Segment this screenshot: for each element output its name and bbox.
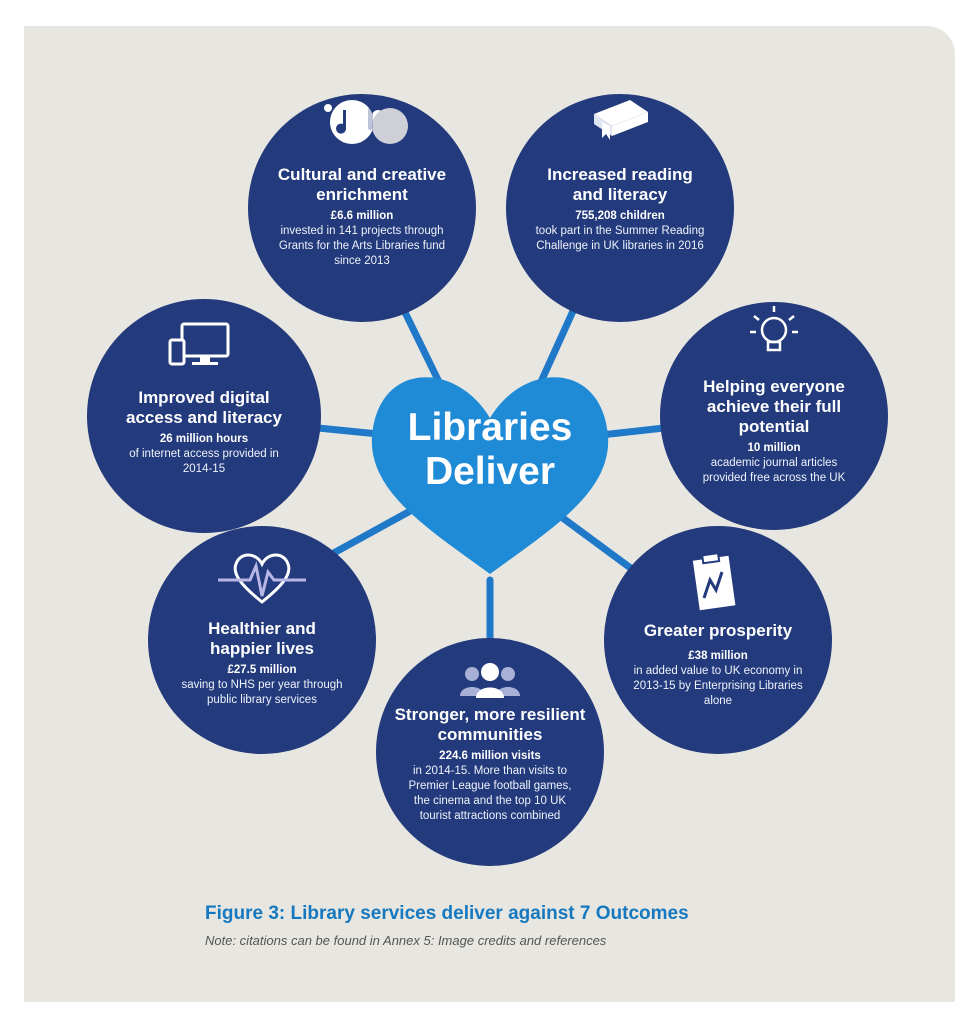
circle-digital	[87, 299, 321, 533]
outcome-title: Greater prosperity	[643, 621, 793, 640]
devices-icon	[168, 322, 230, 366]
circle-potential	[660, 302, 888, 530]
paint-splash-hand-icon	[324, 100, 408, 144]
outcome-cultural: Cultural and creative enrichment £6.6 mi…	[262, 165, 462, 269]
outcome-health: Healthier and happier lives £27.5 millio…	[162, 619, 362, 708]
outcome-stat: 10 million	[747, 442, 801, 454]
outcome-potential: Helping everyone achieve their full pote…	[674, 377, 874, 486]
outcome-title: Helping everyone achieve their full pote…	[703, 377, 845, 436]
connector-reading	[536, 296, 582, 388]
outcome-stat: 755,208 children	[575, 210, 665, 222]
outcome-desc: in 2014-15. More than visits to Premier …	[408, 765, 572, 822]
outcome-stat: £38 million	[688, 650, 748, 662]
circle-prosperity	[604, 526, 832, 754]
center-label: Libraries Deliver	[370, 406, 610, 494]
circle-reading	[506, 94, 734, 322]
outcome-desc: saving to NHS per year through public li…	[181, 679, 343, 706]
center-label-line2: Deliver	[424, 450, 556, 493]
circle-communities	[376, 638, 604, 866]
outcome-title: Healthier and happier lives	[208, 619, 316, 658]
people-group-icon	[460, 663, 520, 698]
outcome-digital: Improved digital access and literacy 26 …	[104, 388, 304, 477]
outcome-stat: £6.6 million	[330, 210, 394, 222]
outcome-desc: academic journal articles provided free …	[702, 457, 846, 484]
outcome-title: Cultural and creative enrichment	[277, 165, 447, 204]
outcome-title: Stronger, more resilient communities	[394, 705, 586, 744]
outcome-communities: Stronger, more resilient communities 224…	[380, 705, 600, 824]
center-heart	[371, 377, 609, 574]
clipboard-chart-icon	[692, 552, 736, 611]
figure-note: Note: citations can be found in Annex 5:…	[205, 933, 607, 948]
outcome-title: Increased reading and literacy	[547, 165, 693, 204]
center-label-line1: Libraries	[407, 406, 573, 449]
heartbeat-icon	[218, 553, 306, 604]
outcome-prosperity: Greater prosperity £38 million in added …	[618, 621, 818, 709]
book-icon	[594, 100, 648, 140]
outcome-title: Improved digital access and literacy	[126, 388, 282, 427]
figure-caption: Figure 3: Library services deliver again…	[205, 903, 689, 924]
outcome-desc: in added value to UK economy in 2013-15 …	[633, 665, 803, 707]
circle-health	[148, 526, 376, 754]
circle-cultural	[248, 94, 476, 322]
outcome-desc: of internet access provided in 2014-15	[129, 448, 279, 475]
outcome-desc: invested in 141 projects through Grants …	[278, 225, 446, 267]
outcome-stat: £27.5 million	[227, 664, 297, 676]
lightbulb-icon	[750, 306, 798, 352]
outcome-reading: Increased reading and literacy 755,208 c…	[520, 165, 720, 254]
outcome-desc: took part in the Summer Reading Challeng…	[535, 225, 705, 252]
outcome-stat: 26 million hours	[159, 433, 249, 445]
outcome-stat: 224.6 million visits	[439, 750, 541, 762]
outcome-circles	[87, 94, 888, 866]
connector-prosperity	[556, 512, 640, 576]
